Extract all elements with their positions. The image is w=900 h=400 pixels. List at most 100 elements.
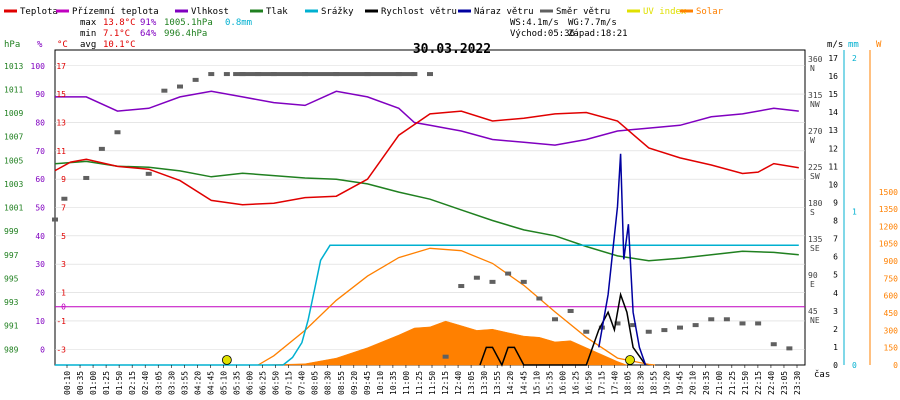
axes-layer: 1013101110091007100510031001999997995993… — [4, 50, 898, 395]
direction-compass-label: NW — [810, 100, 820, 109]
legend-label: Vlhkost — [191, 7, 229, 17]
w-tick-label: 750 — [884, 274, 899, 283]
x-tick-label: 14:20 — [506, 371, 515, 395]
x-tick-label: 16:50 — [584, 371, 593, 395]
wind-direction-point — [755, 321, 762, 326]
pct-tick-label: 80 — [35, 118, 45, 127]
pct-tick-label: 70 — [35, 147, 45, 156]
wind-direction-point — [114, 130, 121, 135]
stat-max-hum: 91% — [140, 18, 157, 28]
x-tick-label: 08:30 — [324, 371, 333, 395]
direction-degree-label: 180 — [808, 199, 823, 208]
wind-direction-point — [52, 217, 58, 222]
wind-direction-point — [661, 328, 668, 333]
wind-direction-point — [645, 329, 652, 334]
x-tick-label: 07:15 — [285, 371, 294, 395]
unit-temp: °C — [57, 40, 68, 50]
direction-degree-label: 270 — [808, 127, 823, 136]
x-tick-label: 11:25 — [415, 371, 424, 395]
x-tick-label: 09:45 — [363, 371, 372, 395]
stat-min-temp: 7.1°C — [103, 29, 130, 39]
ms-tick-label: 3 — [833, 307, 838, 316]
wind-direction-point — [708, 317, 715, 322]
x-tick-label: 21:25 — [728, 371, 737, 395]
x-tick-label: 01:50 — [115, 371, 124, 395]
x-tick-label: 06:00 — [246, 371, 255, 395]
x-tick-label: 04:20 — [193, 371, 202, 395]
x-tick-label: 22:40 — [767, 371, 776, 395]
temp-tick-label: 1 — [61, 289, 66, 298]
stat-max-rain: 0.8mm — [225, 18, 252, 28]
wind-direction-point — [786, 346, 793, 351]
pct-tick-label: 0 — [40, 345, 45, 354]
direction-compass-label: NE — [810, 316, 820, 325]
ms-tick-label: 13 — [828, 126, 838, 135]
x-tick-label: 23:30 — [793, 371, 802, 395]
pct-tick-label: 20 — [35, 289, 45, 298]
x-tick-label: 10:35 — [389, 371, 398, 395]
temp-tick-label: 15 — [56, 90, 66, 99]
pressure-line — [54, 160, 799, 262]
wind-direction-point — [208, 72, 215, 77]
x-tick-label: 20:10 — [689, 371, 698, 395]
w-tick-label: 300 — [884, 326, 899, 335]
direction-degree-label: 225 — [808, 163, 823, 172]
hpa-tick-label: 993 — [4, 298, 19, 307]
stat-max-press: 1005.1hPa — [164, 18, 213, 28]
wind-direction-point — [83, 175, 90, 180]
hpa-tick-label: 1009 — [4, 109, 23, 118]
x-tick-label: 13:30 — [480, 371, 489, 395]
x-tick-label: 08:55 — [337, 371, 346, 395]
direction-degree-label: 135 — [808, 235, 823, 244]
temp-tick-label: 13 — [56, 118, 66, 127]
x-tick-label: 21:50 — [741, 371, 750, 395]
x-tick-label: 20:35 — [702, 371, 711, 395]
x-tick-label: 15:10 — [532, 371, 541, 395]
w-tick-label: 0 — [893, 361, 898, 370]
pct-tick-label: 100 — [31, 62, 46, 71]
x-tick-label: 16:25 — [571, 371, 580, 395]
wind-direction-point — [427, 72, 433, 77]
x-tick-label: 19:20 — [663, 371, 672, 395]
wind-direction-point — [692, 323, 699, 328]
info-sunset: Západ:18:21 — [568, 29, 628, 39]
ms-tick-label: 0 — [833, 361, 838, 370]
x-tick-label: 13:05 — [467, 371, 476, 395]
temp-tick-label: 9 — [61, 175, 66, 184]
ms-tick-label: 14 — [828, 108, 838, 117]
w-tick-label: 1050 — [879, 240, 898, 249]
wind-direction-point — [473, 275, 480, 280]
rain-line — [55, 244, 799, 366]
x-tick-label: 03:30 — [167, 371, 176, 395]
ms-tick-label: 6 — [833, 253, 838, 262]
ms-tick-label: 12 — [828, 144, 838, 153]
temp-tick-label: -3 — [56, 345, 66, 354]
legend-label: Přízemní teplota — [72, 7, 159, 17]
hpa-tick-label: 1001 — [4, 204, 23, 213]
ms-tick-label: 17 — [828, 54, 838, 63]
wind-direction-point — [770, 342, 777, 347]
info-wg: WG:7.7m/s — [568, 18, 617, 28]
x-tick-label: 05:35 — [232, 371, 241, 395]
wind-direction-point — [61, 196, 68, 201]
ms-tick-label: 5 — [833, 271, 838, 280]
wind-direction-point — [442, 354, 449, 359]
w-tick-label: 150 — [884, 344, 899, 353]
ms-tick-label: 7 — [833, 235, 838, 244]
x-tick-label: 23:05 — [780, 371, 789, 395]
x-tick-label: 21:00 — [715, 371, 724, 395]
direction-compass-label: N — [810, 64, 815, 73]
x-tick-label: 00:35 — [76, 371, 85, 395]
temp-tick-label: 3 — [61, 260, 66, 269]
pct-tick-label: 40 — [35, 232, 45, 241]
x-tick-label: 11:00 — [402, 371, 411, 395]
direction-degree-label: 315 — [808, 91, 823, 100]
ms-tick-label: 1 — [833, 343, 838, 352]
hpa-tick-label: 997 — [4, 251, 19, 260]
pct-tick-label: 10 — [35, 317, 45, 326]
hpa-tick-label: 1003 — [4, 180, 23, 189]
hpa-tick-label: 995 — [4, 274, 19, 283]
x-tick-label: 04:45 — [206, 371, 215, 395]
mm-tick-label: 2 — [852, 54, 857, 63]
unit-w: W — [876, 40, 882, 50]
